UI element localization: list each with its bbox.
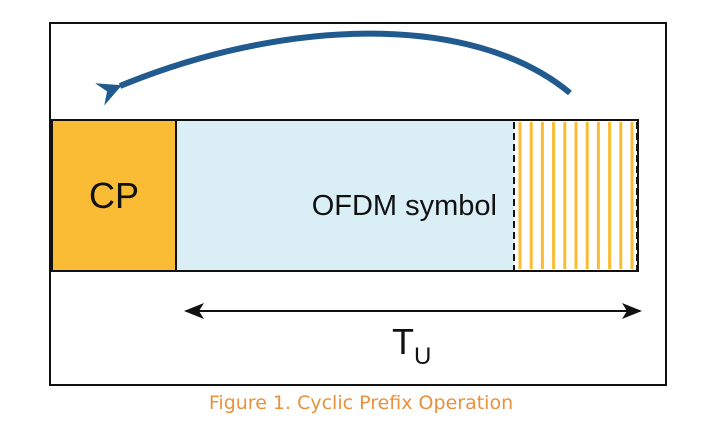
duration-subscript: U bbox=[414, 343, 431, 370]
cyclic-prefix-block bbox=[51, 119, 177, 272]
ofdm-symbol-label: OFDM symbol bbox=[312, 190, 497, 222]
cyclic-prefix-diagram: CP OFDM symbol TU bbox=[49, 22, 667, 386]
figure-caption: Figure 1. Cyclic Prefix Operation bbox=[208, 392, 514, 414]
copied-tail-stripes bbox=[518, 122, 634, 269]
cp-label: CP bbox=[89, 175, 139, 216]
copy-arrow bbox=[95, 30, 572, 106]
duration-label: TU bbox=[392, 321, 431, 370]
